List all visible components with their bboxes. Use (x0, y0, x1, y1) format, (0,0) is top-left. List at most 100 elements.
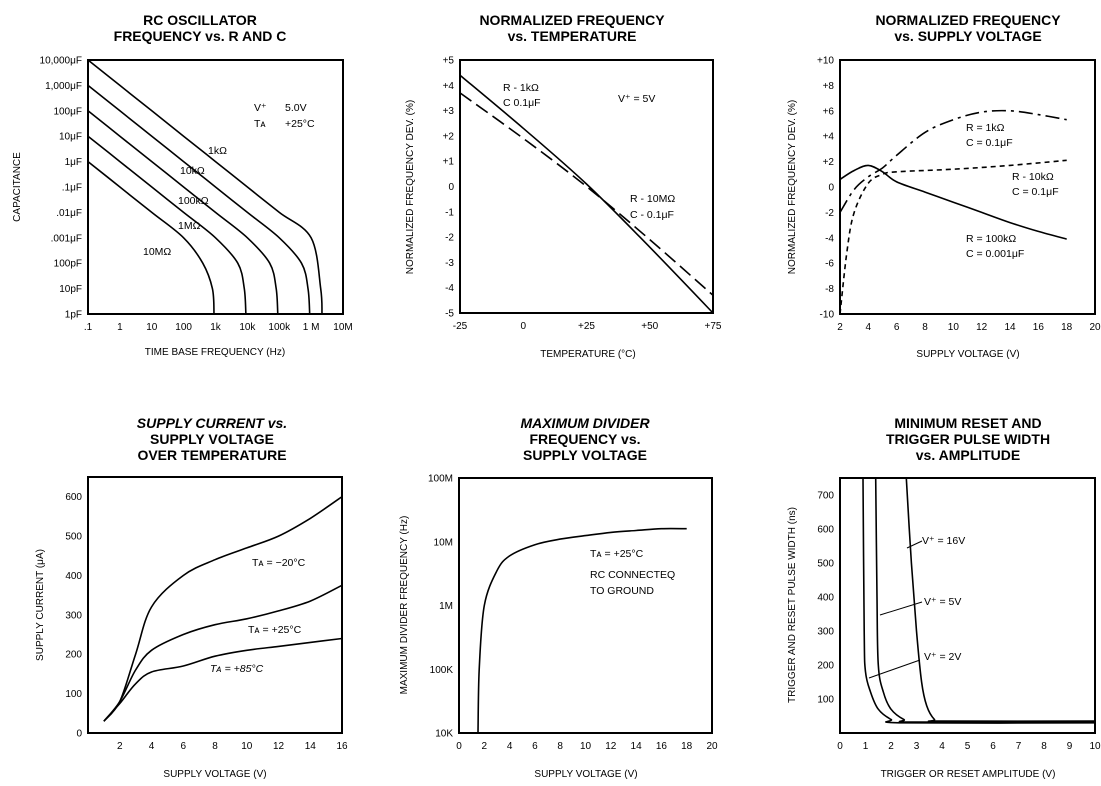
chart1-y-ticks: 10,000μF 1,000μF 100μF 10μF 1μF .1μF .01μF .001… (40, 56, 82, 321)
c4-y-tick-label: 500 (65, 532, 82, 543)
c4-y-tick-label: 400 (65, 571, 82, 582)
c1-x-tick-label: 10 (146, 322, 158, 333)
c4-x-tick-label: 12 (273, 741, 285, 752)
c1-series-line-4 (87, 160, 215, 315)
c4-y-tick-label: 300 (65, 610, 82, 621)
chart-freq-vs-supply: NORMALIZED FREQUENCY vs. SUPPLY VOLTAGE … (787, 12, 1101, 360)
chart2-x-axis-label: TEMPERATURE (°C) (540, 349, 635, 360)
c5-x-tick-label: 8 (557, 741, 563, 752)
c6-x-tick-label: 0 (837, 741, 843, 752)
chart5-annotation-rc: RC CONNECTEQ (590, 569, 675, 581)
c6-x-tick-label: 1 (863, 741, 869, 752)
chart3-title-line2: vs. SUPPLY VOLTAGE (894, 28, 1041, 44)
chart2-y-ticks: +5 +4 +3 +2 +1 0 -1 -2 -3 -4 -5 (443, 56, 455, 320)
chart2-label-c2: C - 0.1μF (630, 209, 674, 221)
chart2-title-line2: vs. TEMPERATURE (508, 28, 637, 44)
c5-x-tick-label: 12 (605, 741, 617, 752)
c1-x-tick-label: 10k (239, 322, 256, 333)
c3-series-line-1 (839, 159, 1067, 315)
c5-x-tick-label: 10 (580, 741, 592, 752)
c3-series-line-0 (839, 109, 1067, 213)
chart5-y-axis-label: MAXIMUM DIVIDER FREQUENCY (Hz) (399, 516, 410, 695)
c6-x-tick-label: 3 (914, 741, 920, 752)
c6-y-tick-label: 200 (817, 661, 834, 672)
c1-x-tick-label: 1 M (303, 322, 320, 333)
c1-y-tick-label: 100μF (53, 106, 82, 117)
c2-x-tick-label: +25 (578, 321, 595, 332)
chart4-y-axis-label: SUPPLY CURRENT (μA) (35, 549, 46, 661)
c1-x-tick-label: .1 (84, 322, 93, 333)
c1-x-tick-label: 100k (268, 322, 291, 333)
c1-series-line-3 (87, 135, 247, 315)
c1-series-line-2 (87, 110, 279, 315)
c4-x-tick-label: 10 (241, 741, 253, 752)
c2-x-tick-label: +50 (641, 321, 658, 332)
c4-x-tick-label: 16 (336, 741, 348, 752)
c2-x-tick-label: 0 (520, 321, 526, 332)
chart5-x-axis-label: SUPPLY VOLTAGE (V) (534, 769, 637, 780)
c6-y-tick-label: 400 (817, 593, 834, 604)
chart6-y-ticks: 700 600 500 400 300 200 100 (817, 491, 834, 706)
c2-y-tick-label: -1 (445, 207, 454, 218)
c5-x-tick-label: 18 (681, 741, 693, 752)
c6-x-tick-label: 6 (990, 741, 996, 752)
c6-y-tick-label: 100 (817, 695, 834, 706)
c1-y-tick-label: 100pF (54, 259, 82, 270)
chart6-label-16v: V⁺ = 16V (922, 535, 965, 547)
chart4-label-plus85: Tᴀ = +85°C (210, 663, 264, 675)
chart3-curves (839, 109, 1067, 315)
c3-x-tick-label: 12 (976, 322, 988, 333)
chart-reset-trigger-width: MINIMUM RESET AND TRIGGER PULSE WIDTH vs… (787, 415, 1101, 780)
chart1-vplus-value: 5.0V (285, 102, 307, 114)
c6-y-tick-label: 600 (817, 525, 834, 536)
chart3-y-axis-label: NORMALIZED FREQUENCY DEV. (%) (787, 100, 798, 274)
chart6-leader-2v (868, 659, 921, 679)
chart2-label-r2: R - 10MΩ (630, 193, 675, 205)
c3-x-tick-label: 8 (922, 322, 928, 333)
c3-series-line-2 (839, 164, 1067, 240)
c2-x-tick-label: +75 (705, 321, 722, 332)
c2-y-tick-label: -2 (445, 233, 454, 244)
c5-x-tick-label: 16 (656, 741, 668, 752)
c3-y-tick-label: 0 (828, 183, 834, 194)
chart4-title-line3: OVER TEMPERATURE (137, 447, 286, 463)
c3-y-tick-label: +4 (823, 132, 835, 143)
c2-y-tick-label: +3 (443, 106, 455, 117)
chart3-plot-frame (839, 59, 1096, 315)
chart6-plot-frame (839, 477, 1096, 734)
c3-x-tick-label: 18 (1061, 322, 1073, 333)
c5-x-tick-label: 14 (631, 741, 643, 752)
c6-x-tick-label: 5 (965, 741, 971, 752)
c6-x-tick-label: 7 (1016, 741, 1022, 752)
c1-series-line-1 (87, 84, 311, 315)
c1-y-tick-label: 10,000μF (40, 56, 82, 67)
c4-x-tick-label: 14 (305, 741, 317, 752)
chart1-ta-value: +25°C (285, 118, 315, 130)
c5-y-tick-label: 100M (428, 474, 453, 485)
c5-x-tick-label: 4 (507, 741, 513, 752)
chart5-annotation-ta: Tᴀ = +25°C (590, 548, 644, 560)
c6-series-line-1 (874, 477, 1096, 724)
chart4-x-ticks: 2 4 6 8 10 12 14 16 (117, 741, 348, 752)
c3-y-tick-label: -2 (825, 208, 834, 219)
c4-x-tick-label: 4 (149, 741, 155, 752)
c5-x-tick-label: 0 (456, 741, 462, 752)
c2-series-line-1 (459, 92, 714, 296)
c3-x-tick-label: 4 (866, 322, 872, 333)
c1-x-tick-label: 1k (210, 322, 222, 333)
chart4-plot-frame (87, 476, 343, 734)
c4-x-tick-label: 6 (180, 741, 186, 752)
chart2-label-c1: C 0.1μF (503, 97, 541, 109)
chart6-title-line1: MINIMUM RESET AND (894, 415, 1041, 431)
c3-y-tick-label: -6 (825, 259, 834, 270)
chart3-label-r3: R = 100kΩ (966, 233, 1016, 245)
c3-y-tick-label: +6 (823, 106, 835, 117)
c1-y-tick-label: 10μF (59, 132, 82, 143)
chart5-title-line3: SUPPLY VOLTAGE (523, 447, 647, 463)
chart2-label-r1: R - 1kΩ (503, 82, 539, 94)
chart1-ta-label: Tᴀ (254, 118, 266, 130)
chart5-plot-frame (458, 477, 713, 734)
c4-series-line-0 (103, 496, 343, 722)
chart1-title-line1: RC OSCILLATOR (143, 12, 257, 28)
chart3-label-r1: R = 1kΩ (966, 122, 1005, 134)
